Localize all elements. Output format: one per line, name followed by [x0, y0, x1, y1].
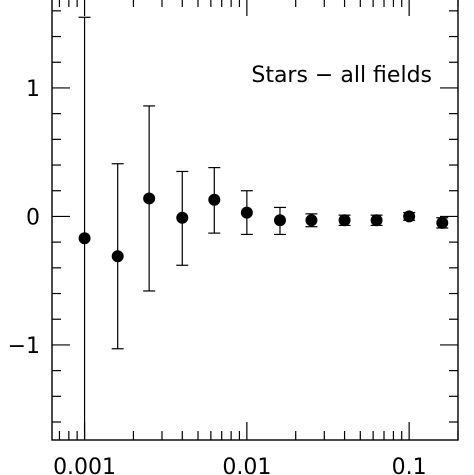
data-point: [403, 210, 416, 223]
x-tick-label: 0.01: [222, 455, 271, 475]
data-point: [370, 214, 383, 227]
data-point: [78, 232, 91, 245]
y-tick-label: 0: [26, 205, 40, 230]
data-point: [208, 193, 221, 206]
chart-annotation: Stars − all fields: [251, 63, 432, 88]
data-point: [338, 214, 351, 227]
x-tick-label: 0.1: [392, 455, 427, 475]
data-point: [436, 216, 449, 229]
y-tick-label: 1: [26, 77, 40, 102]
data-points: [78, 192, 449, 263]
plot-border: [51, 0, 459, 441]
x-tick-label: 0.001: [53, 455, 116, 475]
data-point: [176, 211, 189, 224]
data-point: [143, 192, 156, 205]
data-point: [273, 214, 286, 227]
data-point: [240, 206, 253, 219]
error-bar: [78, 16, 91, 440]
y-tick-label: −1: [8, 334, 40, 359]
tick-labels: 0.001 0.01 0.1 1 0 −1: [8, 77, 427, 475]
axis-ticks: [52, 0, 459, 440]
plot-frame: [51, 0, 459, 441]
data-point: [111, 250, 124, 263]
data-point: [305, 214, 318, 227]
